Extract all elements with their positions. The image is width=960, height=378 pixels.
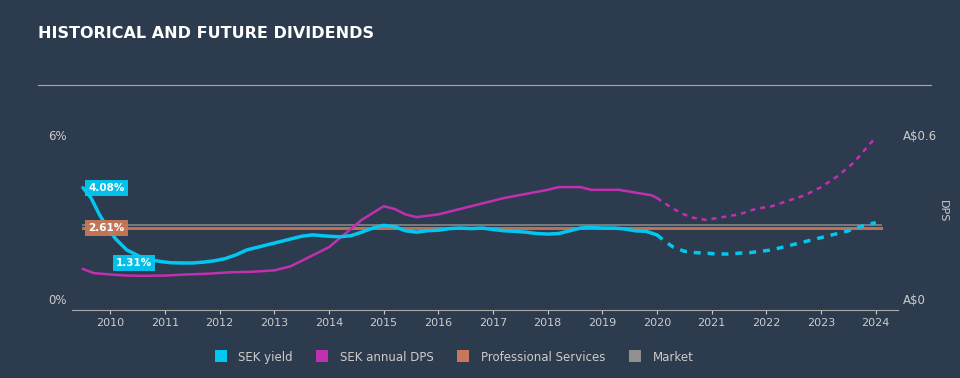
Text: 2.61%: 2.61% xyxy=(88,223,125,233)
Text: DPS: DPS xyxy=(938,200,948,223)
Text: 1.31%: 1.31% xyxy=(116,258,152,268)
Text: HISTORICAL AND FUTURE DIVIDENDS: HISTORICAL AND FUTURE DIVIDENDS xyxy=(38,26,374,42)
Text: 4.08%: 4.08% xyxy=(88,183,125,193)
Legend: SEK yield, SEK annual DPS, Professional Services, Market: SEK yield, SEK annual DPS, Professional … xyxy=(204,346,698,368)
